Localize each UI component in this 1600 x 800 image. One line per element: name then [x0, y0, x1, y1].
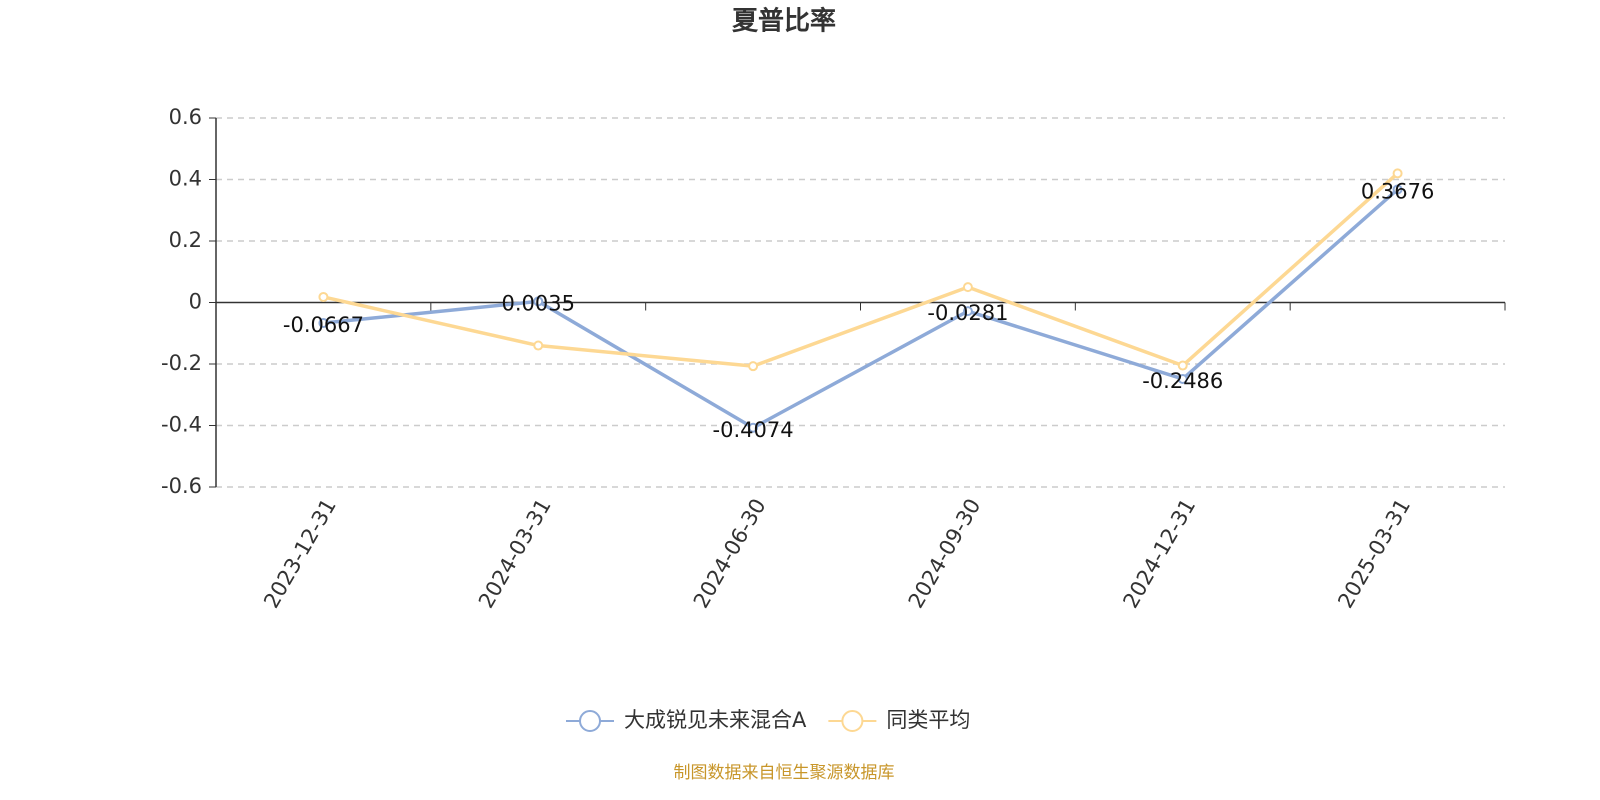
series-line: [323, 172, 1399, 368]
data-point: [1392, 184, 1403, 195]
legend-label: 同类平均: [886, 708, 970, 732]
x-tick-label: 2024-09-30: [904, 495, 986, 613]
y-tick-label: 0.6: [169, 105, 202, 129]
data-point: [748, 422, 759, 433]
data-point: [533, 296, 544, 307]
y-tick-label: -0.4: [161, 413, 202, 437]
x-tick-label: 2024-06-30: [689, 495, 771, 613]
data-point: [962, 306, 973, 317]
data-label: 0.3676: [1361, 179, 1434, 203]
data-point: [1177, 360, 1188, 371]
data-label: -0.4074: [713, 418, 794, 442]
data-point: [962, 282, 973, 293]
legend-swatch: [579, 710, 601, 732]
y-tick-label: 0.2: [169, 228, 202, 252]
data-label: 0.0035: [502, 291, 575, 315]
y-tick-label: 0: [189, 290, 202, 314]
data-point: [1392, 168, 1403, 179]
y-tick-label: -0.6: [161, 474, 202, 498]
y-tick-label: -0.2: [161, 351, 202, 375]
legend-label: 大成锐见未来混合A: [624, 708, 807, 732]
data-point: [748, 361, 759, 372]
data-label: -0.2486: [1142, 369, 1223, 393]
data-point: [318, 318, 329, 329]
legend-swatch: [841, 710, 864, 732]
x-tick-label: 2024-12-31: [1118, 495, 1200, 613]
legend: 大成锐见未来混合A 同类平均: [566, 708, 970, 732]
data-point: [533, 340, 544, 351]
chart-title: 夏普比率: [732, 6, 836, 37]
data-point: [318, 291, 329, 302]
x-tick-label: 2024-03-31: [474, 495, 556, 613]
y-tick-label: 0.4: [169, 167, 202, 191]
data-point: [1177, 373, 1188, 384]
data-label: -0.0281: [927, 301, 1008, 325]
x-tick-label: 2025-03-31: [1333, 495, 1415, 613]
source-note: 制图数据来自恒生聚源数据库: [674, 763, 895, 783]
series-line: [323, 188, 1399, 430]
x-tick-label: 2023-12-31: [259, 495, 341, 613]
data-label: -0.0667: [283, 313, 364, 337]
